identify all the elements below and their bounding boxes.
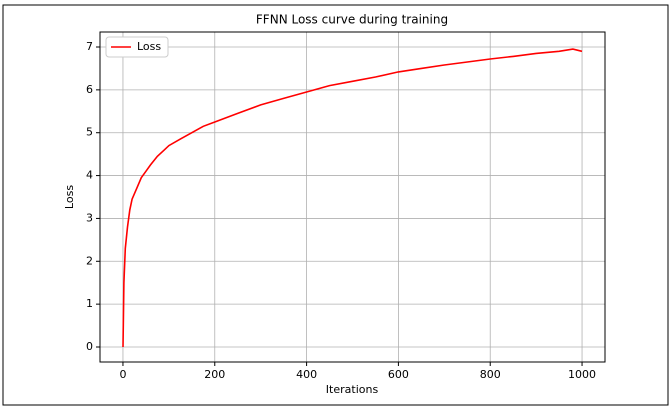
y-tick-label: 2 [86, 254, 93, 267]
y-tick-label: 3 [86, 211, 93, 224]
x-tick-label: 600 [388, 368, 409, 381]
y-tick-label: 4 [86, 169, 93, 182]
plot-border [99, 31, 606, 363]
legend-box [105, 36, 169, 58]
x-tick-label: 1000 [568, 368, 596, 381]
y-tick-label: 5 [86, 126, 93, 139]
x-tick-label: 800 [480, 368, 501, 381]
x-tick-label: 400 [296, 368, 317, 381]
y-tick-label: 6 [86, 83, 93, 96]
x-tick-label: 200 [204, 368, 225, 381]
y-tick-label: 1 [86, 297, 93, 310]
y-tick-label: 0 [86, 340, 93, 353]
frame [2, 4, 669, 406]
y-axis-label: Loss [63, 185, 76, 209]
y-tick-label: 7 [86, 40, 93, 53]
chart-title: FFNN Loss curve during training [256, 13, 448, 27]
loss-line [122, 48, 583, 348]
x-axis-label: Iterations [326, 383, 379, 396]
legend-label: Loss [137, 40, 161, 53]
x-tick-label: 0 [119, 368, 126, 381]
